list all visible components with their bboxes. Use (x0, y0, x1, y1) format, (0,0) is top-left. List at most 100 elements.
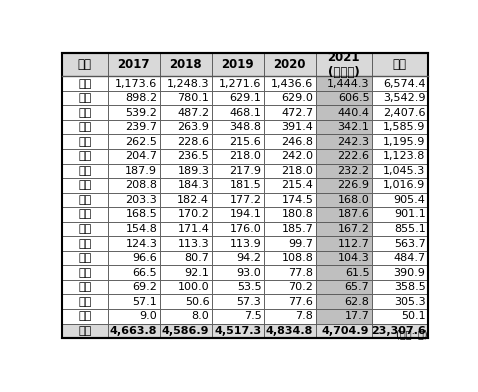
Bar (62, 134, 108, 149)
Bar (315, 294, 372, 309)
Text: 262.5: 262.5 (125, 137, 157, 147)
Text: 부산: 부산 (78, 209, 91, 220)
Bar (372, 53, 428, 76)
Bar (264, 76, 315, 91)
Text: 112.7: 112.7 (337, 239, 369, 249)
Text: 합계: 합계 (393, 58, 407, 71)
Bar (108, 178, 160, 192)
Bar (62, 222, 108, 236)
Text: 154.8: 154.8 (125, 224, 157, 234)
Text: 충남: 충남 (78, 195, 91, 205)
Bar (264, 323, 315, 338)
Text: 강원: 강원 (78, 137, 91, 147)
Text: 180.8: 180.8 (282, 209, 314, 220)
Bar (372, 265, 428, 280)
Text: 77.6: 77.6 (289, 297, 314, 307)
Text: 2019: 2019 (221, 58, 254, 71)
Bar (108, 251, 160, 265)
Bar (62, 105, 108, 120)
Text: 215.6: 215.6 (229, 137, 261, 147)
Bar (160, 207, 212, 222)
Text: 104.3: 104.3 (338, 253, 369, 263)
Bar (62, 309, 108, 323)
Bar (212, 309, 264, 323)
Text: 189.3: 189.3 (177, 166, 209, 176)
Bar (108, 323, 160, 338)
Text: 전북: 전북 (78, 122, 91, 132)
Bar (212, 265, 264, 280)
Text: 124.3: 124.3 (125, 239, 157, 249)
Text: 487.2: 487.2 (177, 108, 209, 118)
Text: 563.7: 563.7 (394, 239, 425, 249)
Bar (108, 120, 160, 134)
Text: 176.0: 176.0 (229, 224, 261, 234)
Text: 217.9: 217.9 (229, 166, 261, 176)
Bar (62, 236, 108, 251)
Bar (264, 294, 315, 309)
Bar (108, 309, 160, 323)
Bar (315, 76, 372, 91)
Text: 226.9: 226.9 (337, 180, 369, 191)
Bar (372, 280, 428, 294)
Bar (315, 323, 372, 338)
Bar (212, 149, 264, 163)
Text: 100.0: 100.0 (178, 282, 209, 292)
Bar (372, 236, 428, 251)
Bar (264, 251, 315, 265)
Bar (62, 149, 108, 163)
Text: 208.8: 208.8 (125, 180, 157, 191)
Bar (212, 222, 264, 236)
Text: 66.5: 66.5 (133, 268, 157, 278)
Bar (108, 76, 160, 91)
Bar (160, 120, 212, 134)
Bar (315, 163, 372, 178)
Text: 222.6: 222.6 (337, 151, 369, 161)
Bar (315, 149, 372, 163)
Bar (264, 53, 315, 76)
Bar (264, 280, 315, 294)
Bar (264, 309, 315, 323)
Text: 170.2: 170.2 (177, 209, 209, 220)
Bar (62, 192, 108, 207)
Bar (372, 323, 428, 338)
Text: 충북: 충북 (78, 151, 91, 161)
Text: 광주: 광주 (78, 224, 91, 234)
Text: 218.0: 218.0 (229, 151, 261, 161)
Text: 62.8: 62.8 (345, 297, 369, 307)
Text: 제주: 제주 (78, 268, 91, 278)
Bar (315, 91, 372, 105)
Bar (62, 53, 108, 76)
Bar (62, 294, 108, 309)
Text: 경남: 경남 (78, 239, 91, 249)
Bar (108, 236, 160, 251)
Text: 경기: 경기 (78, 93, 91, 103)
Text: 1,173.6: 1,173.6 (115, 78, 157, 89)
Bar (62, 323, 108, 338)
Text: 905.4: 905.4 (394, 195, 425, 205)
Text: 69.2: 69.2 (132, 282, 157, 292)
Bar (212, 294, 264, 309)
Text: 194.1: 194.1 (229, 209, 261, 220)
Text: 2020: 2020 (273, 58, 306, 71)
Text: 서울: 서울 (78, 78, 91, 89)
Bar (315, 53, 372, 76)
Text: 348.8: 348.8 (229, 122, 261, 132)
Text: 171.4: 171.4 (177, 224, 209, 234)
Text: 218.0: 218.0 (282, 166, 314, 176)
Text: 2,407.6: 2,407.6 (383, 108, 425, 118)
Bar (212, 163, 264, 178)
Text: 187.6: 187.6 (337, 209, 369, 220)
Bar (160, 149, 212, 163)
Text: 182.4: 182.4 (177, 195, 209, 205)
Bar (160, 294, 212, 309)
Bar (315, 280, 372, 294)
Text: 1,436.6: 1,436.6 (271, 78, 314, 89)
Bar (264, 120, 315, 134)
Bar (372, 309, 428, 323)
Text: 263.9: 263.9 (177, 122, 209, 132)
Bar (372, 178, 428, 192)
Text: 경북: 경북 (78, 166, 91, 176)
Bar (264, 178, 315, 192)
Text: 80.7: 80.7 (185, 253, 209, 263)
Text: 17.7: 17.7 (345, 311, 369, 321)
